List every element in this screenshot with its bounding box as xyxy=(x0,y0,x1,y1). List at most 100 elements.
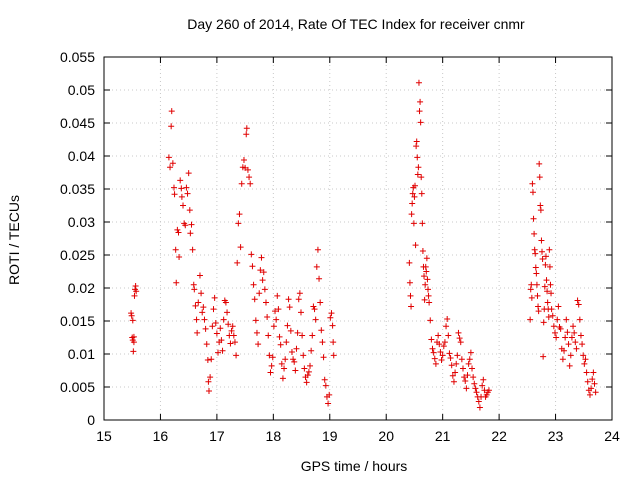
roti-point xyxy=(574,297,581,304)
x-tick-label: 16 xyxy=(153,428,169,444)
roti-point xyxy=(279,375,286,382)
roti-point xyxy=(567,352,574,359)
roti-point xyxy=(243,131,250,138)
roti-point xyxy=(191,286,198,293)
roti-point xyxy=(303,379,310,386)
roti-point xyxy=(584,378,591,385)
roti-point xyxy=(537,202,544,209)
roti-point xyxy=(407,292,414,299)
x-tick-label: 18 xyxy=(266,428,282,444)
roti-point xyxy=(266,352,273,359)
data-points xyxy=(128,79,599,411)
y-tick-label: 0.055 xyxy=(60,49,95,65)
roti-point xyxy=(562,334,569,341)
y-tick-labels: 0 0.005 0.01 0.015 0.02 0.025 0.03 0.035 0.04 0.0… xyxy=(60,49,95,428)
roti-point xyxy=(130,339,137,346)
roti-point xyxy=(553,334,560,341)
roti-point xyxy=(309,332,316,339)
roti-point xyxy=(548,306,555,313)
roti-point xyxy=(195,299,202,306)
roti-point xyxy=(537,207,544,214)
y-tick-label: 0 xyxy=(87,412,95,428)
roti-point xyxy=(274,292,281,299)
roti-point xyxy=(415,79,422,86)
roti-point xyxy=(240,156,247,163)
roti-point xyxy=(265,332,272,339)
roti-point xyxy=(203,341,210,348)
roti-point xyxy=(425,292,432,299)
roti-point xyxy=(538,237,545,244)
roti-point xyxy=(554,316,561,323)
roti-point xyxy=(259,277,266,284)
roti-point xyxy=(200,304,207,311)
roti-point xyxy=(222,299,229,306)
roti-point xyxy=(305,368,312,375)
roti-point xyxy=(219,347,226,354)
roti-point xyxy=(409,190,416,197)
roti-point xyxy=(536,160,543,167)
roti-point xyxy=(527,286,534,293)
roti-point xyxy=(422,263,429,270)
roti-point xyxy=(284,322,291,329)
roti-point xyxy=(533,281,540,288)
roti-point xyxy=(319,339,326,346)
roti-point xyxy=(277,341,284,348)
roti-point xyxy=(536,174,543,181)
roti-point xyxy=(193,316,200,323)
roti-point xyxy=(130,333,137,340)
roti-point xyxy=(210,306,217,313)
roti-point xyxy=(465,360,472,367)
roti-point xyxy=(408,303,415,310)
roti-point xyxy=(417,119,424,126)
roti-point xyxy=(285,296,292,303)
roti-point xyxy=(418,174,425,181)
roti-point xyxy=(314,246,321,253)
roti-point xyxy=(175,229,182,236)
roti-point xyxy=(583,369,590,376)
roti-point xyxy=(283,339,290,346)
roti-point xyxy=(251,296,258,303)
x-tick-label: 15 xyxy=(96,428,112,444)
roti-point xyxy=(457,339,464,346)
roti-point xyxy=(317,299,324,306)
roti-point xyxy=(208,356,215,363)
roti-point xyxy=(445,332,452,339)
roti-point xyxy=(310,303,317,310)
roti-point xyxy=(476,404,483,411)
roti-point xyxy=(575,301,582,308)
roti-point xyxy=(427,317,434,324)
roti-point xyxy=(528,281,535,288)
roti-point xyxy=(231,339,238,346)
roti-point xyxy=(294,329,301,336)
roti-point xyxy=(201,316,208,323)
roti-point xyxy=(257,267,264,274)
roti-point xyxy=(173,279,180,286)
roti-point xyxy=(128,310,135,317)
y-tick-label: 0.01 xyxy=(68,346,95,362)
roti-point xyxy=(535,308,542,315)
roti-point xyxy=(176,253,183,260)
roti-point xyxy=(429,345,436,352)
roti-point xyxy=(544,299,551,306)
roti-point xyxy=(563,316,570,323)
roti-point xyxy=(527,316,534,323)
y-tick-label: 0.03 xyxy=(68,214,95,230)
roti-point xyxy=(225,321,232,328)
roti-point xyxy=(196,272,203,279)
roti-point xyxy=(180,202,187,209)
roti-point xyxy=(311,306,318,313)
roti-point xyxy=(437,349,444,356)
roti-point xyxy=(470,374,477,381)
roti-point xyxy=(321,376,328,383)
roti-point xyxy=(178,185,185,192)
roti-point xyxy=(198,290,205,297)
roti-point xyxy=(307,362,314,369)
roti-point xyxy=(557,325,564,332)
y-axis-label: ROTI / TECUs xyxy=(6,195,22,285)
roti-point xyxy=(453,360,460,367)
roti-point xyxy=(529,180,536,187)
axis-ticks xyxy=(103,56,613,421)
roti-point xyxy=(416,108,423,115)
roti-point xyxy=(178,193,185,200)
